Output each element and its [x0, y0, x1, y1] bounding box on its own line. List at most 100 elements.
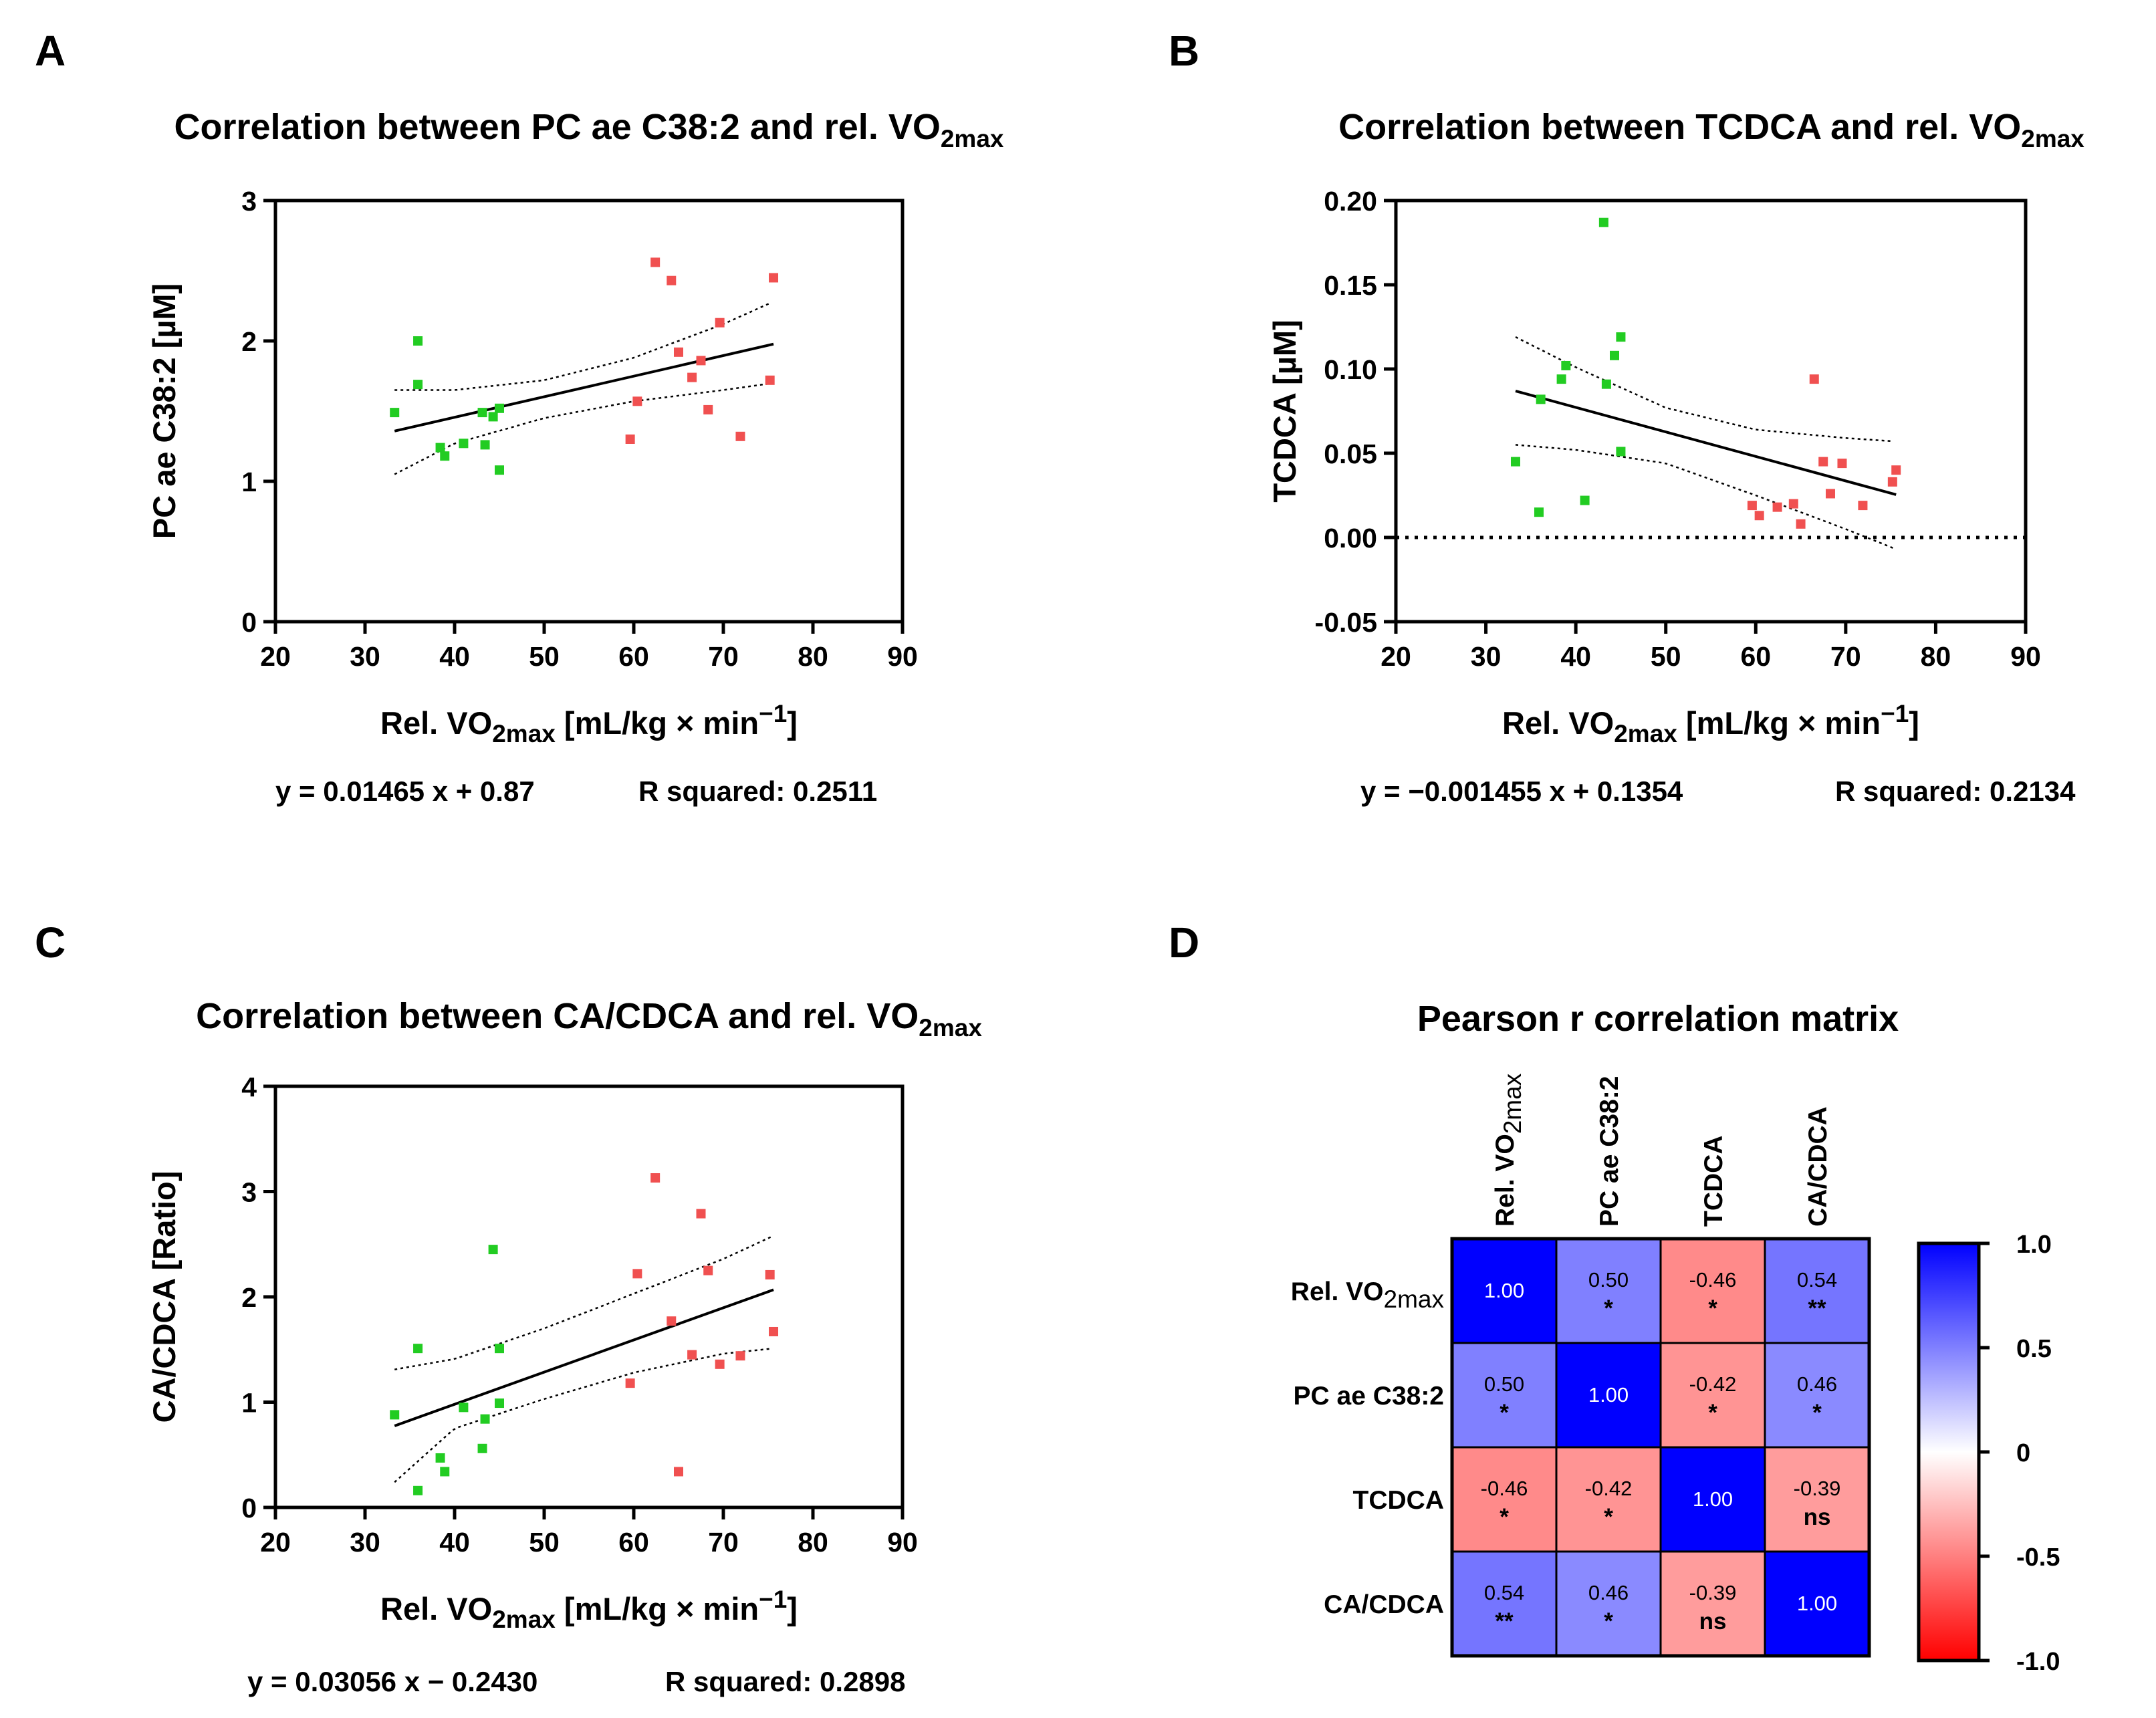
- data-point-high: [696, 356, 706, 366]
- data-point-high: [1837, 459, 1847, 469]
- data-point-high: [703, 1265, 713, 1275]
- y-tick-label: 0: [241, 607, 257, 638]
- y-axis-label: CA/CDCA [Ratio]: [146, 1171, 182, 1423]
- x-tick-label: 70: [1830, 641, 1861, 672]
- colorbar-tick-label: 0.5: [2016, 1335, 2052, 1363]
- x-axis-label-close: ]: [1909, 705, 1919, 741]
- x-axis-label-subscript: 2max: [492, 1606, 556, 1633]
- heatmap-cell-value: 1.00: [1484, 1279, 1524, 1302]
- chart-title-main: Correlation between CA/CDCA and rel. VO: [196, 996, 919, 1036]
- heatmap-cell: [1451, 1237, 1558, 1344]
- x-axis-label-main: Rel. VO: [380, 1591, 492, 1626]
- x-tick-label: 80: [1921, 641, 1951, 672]
- y-tick-label: 1: [241, 1388, 257, 1419]
- heatmap-column-label-main: CA/CDCA: [1804, 1106, 1832, 1227]
- heatmap-cell-value: 0.50: [1588, 1268, 1629, 1292]
- data-point-low: [495, 465, 504, 475]
- heatmap-row-label: CA/CDCA: [1324, 1590, 1444, 1619]
- heatmap-row-label: TCDCA: [1353, 1486, 1444, 1515]
- heatmap-cell-value: -0.42: [1689, 1372, 1737, 1396]
- x-tick-label: 50: [529, 1527, 560, 1558]
- x-tick-label: 50: [1651, 641, 1681, 672]
- data-point-high: [1772, 502, 1782, 512]
- x-tick-label: 60: [1740, 641, 1771, 672]
- heatmap-frame: [1450, 1237, 1871, 1658]
- heatmap-cell-value: -0.46: [1689, 1268, 1737, 1292]
- x-tick-label: 30: [1471, 641, 1502, 672]
- x-tick-label: 30: [350, 641, 380, 672]
- data-point-low: [459, 439, 469, 449]
- panel-label-c: C: [35, 918, 66, 967]
- data-point-low: [413, 380, 423, 390]
- x-axis-label-exponent: −1: [1881, 700, 1909, 727]
- heatmap-cell: [1555, 1446, 1662, 1553]
- heatmap-row-label-main: Rel. VO: [1291, 1277, 1384, 1306]
- data-point-high: [632, 1269, 642, 1279]
- r-squared: R squared: 0.2511: [638, 775, 877, 807]
- heatmap-cell-significance: **: [1808, 1296, 1826, 1322]
- chart-title: Correlation between PC ae C38:2 and rel.…: [174, 107, 1004, 152]
- heatmap-cell-significance: *: [1500, 1504, 1509, 1530]
- x-tick-label: 20: [1381, 641, 1411, 672]
- heatmap-row-label: Rel. VO2max: [1291, 1277, 1445, 1313]
- heatmap-cell-value: 0.50: [1484, 1372, 1524, 1396]
- data-point-high: [667, 1316, 677, 1326]
- chart-title: Correlation between TCDCA and rel. VO2ma…: [1338, 107, 2084, 152]
- heatmap-column-label: TCDCA: [1699, 1136, 1728, 1227]
- heatmap-row-label-main: PC ae C38:2: [1294, 1382, 1444, 1410]
- y-axis-label: TCDCA [µM]: [1267, 320, 1302, 502]
- data-point-low: [1561, 360, 1571, 370]
- x-axis-label-close: ]: [787, 1591, 798, 1626]
- y-tick-label: 0: [241, 1493, 257, 1523]
- data-point-low: [440, 451, 450, 461]
- x-tick-label: 40: [1560, 641, 1591, 672]
- colorbar-tick-label: 1.0: [2016, 1231, 2052, 1259]
- plot-frame: [273, 199, 905, 624]
- colorbar-tick-label: -1.0: [2016, 1648, 2060, 1676]
- data-point-high: [674, 1467, 683, 1477]
- heatmap-column-label-subscript: 2max: [1499, 1073, 1526, 1134]
- x-tick-label: 90: [2010, 641, 2041, 672]
- y-tick-label: 0.10: [1324, 354, 1377, 385]
- y-tick-label: 2: [241, 326, 257, 357]
- data-point-high: [715, 1359, 725, 1369]
- heatmap-cell-value: 1.00: [1797, 1592, 1837, 1615]
- confidence-band-lower: [1515, 444, 1894, 549]
- data-point-low: [1601, 379, 1611, 389]
- chart-title-subscript: 2max: [941, 125, 1004, 152]
- data-point-high: [1747, 501, 1757, 511]
- data-point-low: [488, 412, 498, 422]
- data-point-low: [480, 1414, 490, 1424]
- y-tick-label: 1: [241, 467, 257, 497]
- data-point-low: [1610, 350, 1620, 360]
- y-tick-label: 4: [241, 1072, 257, 1102]
- x-axis-label-subscript: 2max: [492, 720, 556, 747]
- heatmap-cell-value: -0.46: [1481, 1477, 1528, 1500]
- data-point-low: [1616, 447, 1626, 457]
- data-point-low: [435, 1453, 445, 1463]
- data-point-high: [687, 1350, 697, 1360]
- heatmap-column-label-main: PC ae C38:2: [1595, 1076, 1624, 1227]
- data-point-low: [435, 443, 445, 453]
- heatmap-cell-value: -0.39: [1794, 1477, 1841, 1500]
- x-tick-label: 80: [798, 641, 828, 672]
- x-tick-label: 70: [708, 1527, 739, 1558]
- x-axis-label-main: Rel. VO: [380, 705, 492, 741]
- y-tick-label: 3: [241, 1177, 257, 1208]
- x-axis-label-units: [mL/kg × min: [556, 705, 759, 741]
- data-point-high: [1825, 489, 1835, 499]
- heatmap-column-label: CA/CDCA: [1804, 1106, 1832, 1227]
- chart-title-subscript: 2max: [919, 1014, 982, 1041]
- data-point-high: [769, 1326, 779, 1336]
- data-point-low: [390, 408, 400, 418]
- data-point-low: [488, 1245, 498, 1255]
- data-point-low: [477, 1443, 487, 1453]
- heatmap-column-label: Rel. VO2max: [1491, 1073, 1526, 1227]
- y-tick-label: 0.05: [1324, 439, 1377, 469]
- x-axis-label-close: ]: [787, 705, 798, 741]
- x-tick-label: 80: [798, 1527, 828, 1558]
- heatmap-row-label-main: TCDCA: [1353, 1486, 1444, 1515]
- x-tick-label: 40: [439, 1527, 470, 1558]
- data-point-low: [459, 1402, 469, 1413]
- data-point-high: [650, 257, 661, 267]
